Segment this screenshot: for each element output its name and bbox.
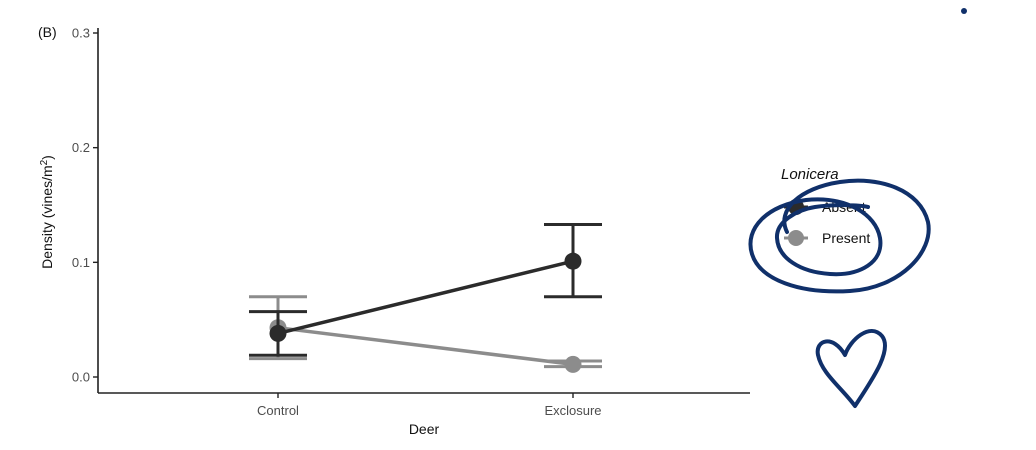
series-absent	[249, 222, 602, 357]
y-axis-title-close: )	[39, 155, 55, 160]
handwritten-annotations	[748, 8, 967, 408]
y-tick-label: 0.0	[72, 370, 90, 385]
panel-label: (B)	[38, 24, 57, 40]
x-axis: Control Exclosure	[98, 392, 750, 418]
x-tick-label: Exclosure	[544, 403, 601, 418]
data-point	[564, 355, 582, 373]
series-line	[277, 259, 574, 336]
circle-scribble	[748, 178, 931, 294]
y-axis-title-superscript: 2	[39, 159, 50, 165]
y-axis: 0.0 0.1 0.2 0.3	[72, 26, 99, 393]
y-tick-label: 0.2	[72, 140, 90, 155]
plot-series	[249, 222, 602, 373]
ink-dot	[961, 8, 967, 14]
x-tick-label: Control	[257, 403, 299, 418]
y-axis-title-main: Density (vines/m	[39, 165, 55, 268]
series-line	[277, 325, 574, 367]
y-tick-label: 0.1	[72, 255, 90, 270]
legend-title: Lonicera	[781, 166, 839, 183]
legend-label: Present	[822, 230, 870, 246]
heart-doodle	[815, 328, 888, 408]
legend-entry-present: Present	[784, 230, 870, 246]
x-axis-title: Deer	[409, 421, 440, 437]
y-tick-label: 0.3	[72, 26, 90, 41]
y-axis-title: Density (vines/m2)	[39, 155, 55, 269]
legend-key-point	[788, 230, 804, 246]
data-point	[269, 324, 287, 342]
series-present	[249, 295, 602, 373]
data-point	[564, 252, 582, 270]
